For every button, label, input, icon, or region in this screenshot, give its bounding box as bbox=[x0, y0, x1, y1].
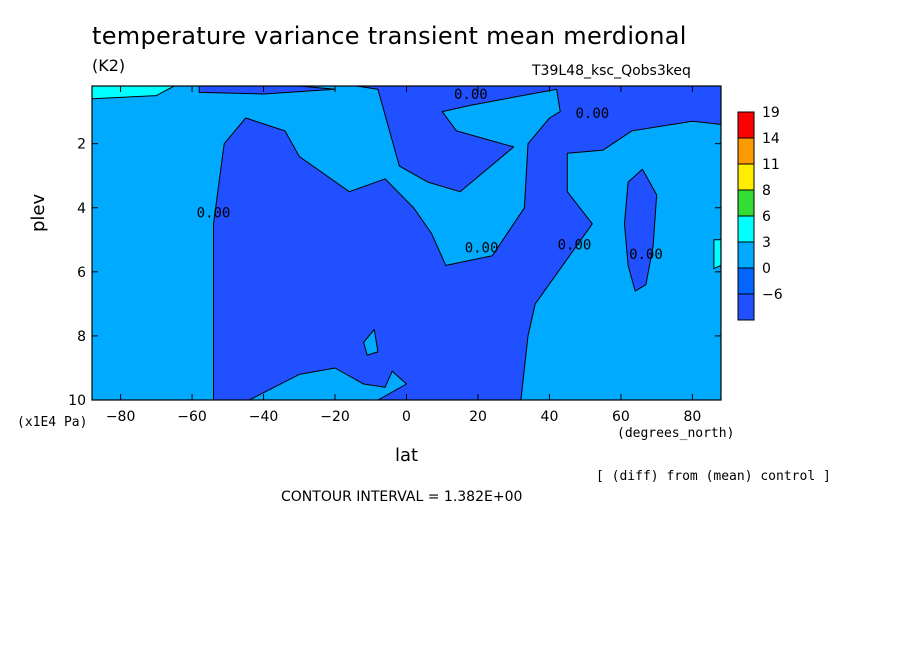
colorbar-label: −6 bbox=[762, 287, 783, 303]
x-tick-label: 60 bbox=[612, 409, 630, 425]
x-axis-label: lat bbox=[395, 445, 419, 466]
contour-label-4: 0.00 bbox=[558, 237, 592, 253]
region-central-negative bbox=[213, 86, 721, 400]
colorbar-swatch bbox=[737, 111, 755, 139]
region-right-negative-blob bbox=[624, 168, 658, 292]
x-tick-label: −80 bbox=[106, 409, 136, 425]
y-axis-unit: (x1E4 Pa) bbox=[17, 415, 88, 430]
contour-label-5: 0.00 bbox=[629, 247, 663, 263]
colorbar-label: 14 bbox=[762, 131, 780, 147]
units-label: (K2) bbox=[92, 56, 126, 75]
region-right-edge-warm bbox=[713, 239, 721, 270]
y-tick-label: 6 bbox=[77, 265, 86, 281]
colorbar-swatch bbox=[737, 241, 755, 269]
x-tick-label: −40 bbox=[249, 409, 279, 425]
colorbar-swatch bbox=[737, 293, 755, 321]
region-small-island bbox=[363, 329, 379, 356]
colorbar-label: 6 bbox=[762, 209, 771, 225]
contour-label-2: 0.00 bbox=[197, 205, 231, 221]
colorbar-swatch bbox=[737, 137, 755, 165]
colorbar-label: 3 bbox=[762, 235, 771, 251]
x-axis-unit: (degrees_north) bbox=[617, 426, 735, 441]
x-tick-label: −60 bbox=[177, 409, 207, 425]
region-upper-left-negative bbox=[198, 86, 336, 95]
x-tick-label: −20 bbox=[320, 409, 350, 425]
contour-label-0: 0.00 bbox=[454, 87, 488, 103]
contour-label-3: 0.00 bbox=[465, 241, 499, 257]
contour-interval: CONTOUR INTERVAL = 1.382E+00 bbox=[281, 489, 523, 505]
colorbar-label: 8 bbox=[762, 183, 771, 199]
x-tick-label: 0 bbox=[402, 409, 411, 425]
contour-label-1: 0.00 bbox=[575, 106, 609, 122]
colorbar-swatch bbox=[737, 215, 755, 243]
diff-note: [ (diff) from (mean) control ] bbox=[596, 469, 831, 484]
x-tick-label: 40 bbox=[541, 409, 559, 425]
colorbar-swatch bbox=[737, 267, 755, 295]
chart-title: temperature variance transient mean merd… bbox=[92, 22, 687, 50]
y-tick-label: 2 bbox=[77, 137, 86, 153]
colorbar-label: 11 bbox=[762, 157, 780, 173]
colorbar-label: 19 bbox=[762, 105, 780, 121]
y-tick-label: 4 bbox=[77, 201, 86, 217]
x-tick-label: 80 bbox=[683, 409, 701, 425]
colorbar-swatch bbox=[737, 163, 755, 191]
y-tick-label: 10 bbox=[68, 393, 86, 409]
x-tick-label: 20 bbox=[469, 409, 487, 425]
region-low-level-island bbox=[248, 367, 407, 400]
run-label: T39L48_ksc_Qobs3keq bbox=[532, 63, 691, 79]
colorbar-label: 0 bbox=[762, 261, 771, 277]
y-tick-label: 8 bbox=[77, 329, 86, 345]
colorbar-swatch bbox=[737, 189, 755, 217]
region-upper-left-warm-corner bbox=[92, 86, 175, 100]
